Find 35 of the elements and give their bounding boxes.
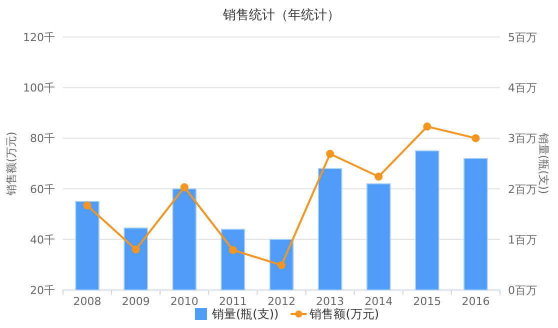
point	[423, 122, 432, 131]
y-tick-label: 80千	[30, 132, 55, 146]
point	[180, 183, 188, 192]
x-tick-label: 2016	[462, 295, 490, 308]
point	[228, 246, 237, 254]
point	[326, 150, 334, 158]
y2-tick-label: 1百万	[508, 233, 537, 246]
y-tick-label: 100千	[23, 82, 55, 95]
x-tick-label: 2008	[73, 295, 102, 308]
y-axis-title: 销售额(万元)	[5, 132, 18, 196]
y-tick-label: 120千	[23, 31, 55, 44]
point	[278, 261, 286, 270]
y2-tick-label: 4百万	[508, 82, 537, 95]
point	[83, 202, 92, 210]
y2-tick-label: 3百万	[508, 132, 537, 146]
point	[374, 172, 383, 181]
x-tick-label: 2015	[413, 295, 442, 308]
point	[132, 246, 140, 254]
y2-axis-title: 销量(瓶(支))	[537, 132, 550, 194]
legend-label: 销售额(万元)	[308, 307, 380, 321]
y-tick-label: 60千	[30, 182, 55, 196]
x-tick-label: 2011	[218, 295, 247, 308]
x-tick-label: 2009	[122, 295, 150, 308]
x-tick-label: 2013	[316, 295, 344, 308]
x-tick-label: 2010	[170, 295, 198, 308]
x-tick-label: 2012	[268, 295, 296, 308]
y2-tick-label: 2百万	[508, 182, 537, 196]
y2-tick-label: 5百万	[508, 31, 537, 44]
point	[472, 134, 480, 142]
chart-title: 销售统计（年统计）	[222, 8, 340, 23]
y2-tick-label: 0百万	[508, 284, 537, 297]
y-tick-label: 40千	[30, 233, 55, 246]
y-tick-label: 20千	[30, 284, 55, 297]
legend-label: 销量(瓶(支))	[211, 307, 279, 321]
x-tick-label: 2014	[364, 295, 393, 308]
